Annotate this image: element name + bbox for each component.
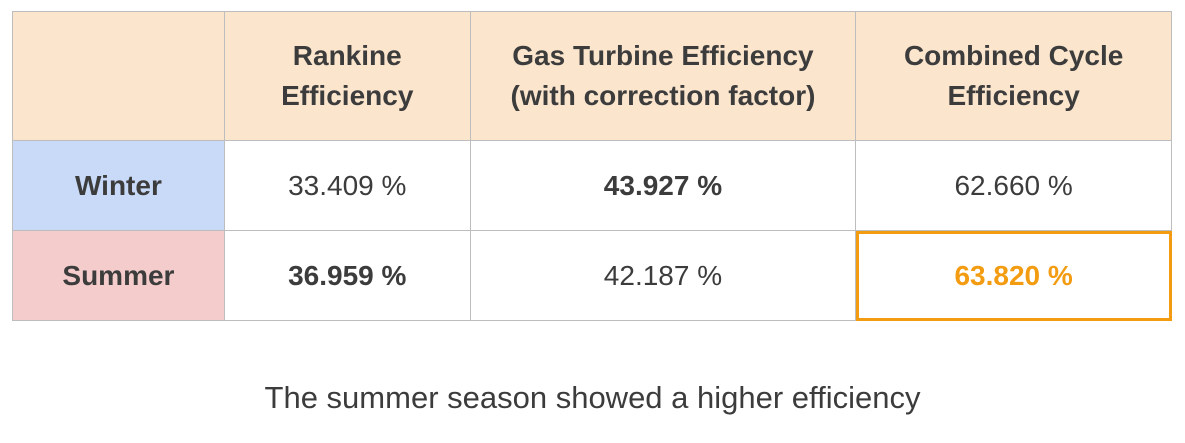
header-row: Rankine Efficiency Gas Turbine Efficienc… [12,11,1172,141]
row-label-summer: Summer [12,230,225,321]
header-gas-turbine-line2: (with correction factor) [510,80,816,111]
table-row-winter: Winter 33.409 % 43.927 % 62.660 % [12,140,1172,231]
header-combined-line2: Efficiency [947,80,1080,111]
efficiency-table: Rankine Efficiency Gas Turbine Efficienc… [12,11,1172,321]
cell-summer-gas-turbine: 42.187 % [469,230,857,321]
header-rankine-line2: Efficiency [281,80,414,111]
cell-winter-combined-cycle: 62.660 % [855,140,1172,231]
header-combined-line1: Combined Cycle [903,40,1124,71]
row-label-winter: Winter [12,140,225,231]
caption-text: The summer season showed a higher effici… [264,380,921,415]
table-row-summer: Summer 36.959 % 42.187 % 63.820 % [12,230,1172,321]
cell-winter-gas-turbine: 43.927 % [469,140,857,231]
header-gas-turbine-efficiency: Gas Turbine Efficiency (with correction … [469,11,857,141]
header-gas-turbine-line1: Gas Turbine Efficiency [512,40,814,71]
cell-summer-rankine: 36.959 % [223,230,471,321]
header-empty-cell [12,11,225,141]
header-rankine-line1: Rankine [292,40,402,71]
header-combined-cycle-efficiency: Combined Cycle Efficiency [855,11,1172,141]
header-rankine-efficiency: Rankine Efficiency [223,11,471,141]
cell-winter-rankine: 33.409 % [223,140,471,231]
cell-summer-combined-cycle-highlight: 63.820 % [855,230,1172,321]
